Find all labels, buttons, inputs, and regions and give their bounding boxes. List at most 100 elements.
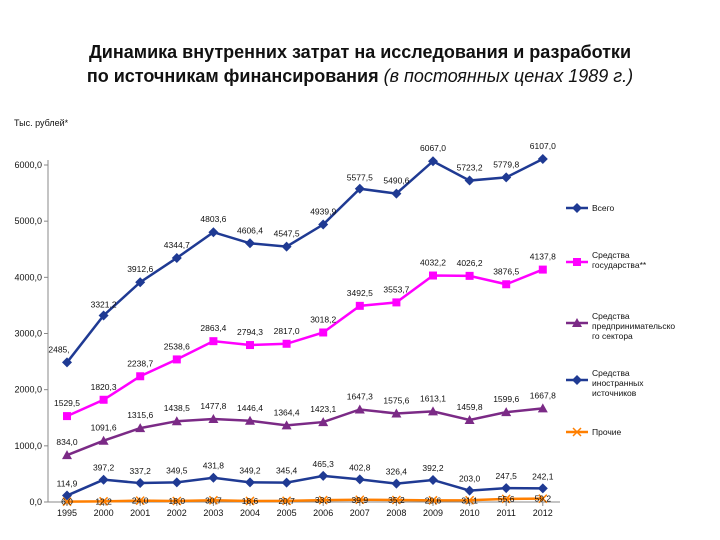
data-point bbox=[318, 417, 329, 427]
legend-label: Средства bbox=[592, 368, 630, 378]
data-point bbox=[208, 413, 219, 423]
data-point bbox=[172, 496, 182, 506]
data-label: 114,9 bbox=[57, 479, 78, 489]
data-point bbox=[281, 420, 292, 430]
x-tick-label: 2005 bbox=[277, 508, 297, 518]
data-point bbox=[464, 415, 475, 425]
data-label: 337,2 bbox=[130, 466, 152, 476]
data-label: 3912,6 bbox=[127, 264, 153, 274]
data-point bbox=[171, 477, 182, 488]
legend-swatch-marker bbox=[572, 203, 582, 213]
x-tick-label: 2004 bbox=[240, 508, 260, 518]
data-label: 345,4 bbox=[276, 466, 298, 476]
data-point bbox=[354, 404, 365, 414]
data-label: 1438,5 bbox=[164, 403, 190, 413]
data-label: 1091,6 bbox=[91, 423, 117, 433]
data-point bbox=[245, 238, 255, 249]
data-point bbox=[391, 408, 402, 418]
data-point bbox=[392, 298, 401, 307]
data-point bbox=[501, 407, 512, 417]
data-label: 2485, bbox=[48, 344, 69, 354]
data-point bbox=[98, 474, 109, 485]
legend-label: Прочие bbox=[592, 427, 622, 437]
data-label: 1459,8 bbox=[457, 402, 483, 412]
legend-swatch-marker bbox=[572, 375, 582, 385]
data-label: 3876,5 bbox=[493, 266, 519, 276]
data-point bbox=[281, 241, 292, 252]
y-tick-label: 5000,0 bbox=[14, 216, 42, 226]
data-label: 1315,6 bbox=[127, 410, 153, 420]
data-point bbox=[245, 415, 255, 425]
x-tick-label: 2007 bbox=[350, 508, 370, 518]
data-point bbox=[282, 496, 292, 506]
x-tick-label: 2000 bbox=[94, 508, 114, 518]
data-point bbox=[282, 339, 291, 348]
y-axis-label: Тыс. рублей* bbox=[14, 118, 69, 128]
data-point bbox=[171, 252, 182, 263]
data-point bbox=[428, 406, 438, 416]
data-point bbox=[428, 495, 438, 505]
data-label: 1446,4 bbox=[237, 403, 263, 413]
title-line-2: по источникам финансирования (в постоянн… bbox=[0, 64, 720, 88]
data-label: 1364,4 bbox=[274, 407, 300, 417]
data-label: 4032,2 bbox=[420, 258, 446, 268]
y-tick-label: 0,0 bbox=[29, 497, 42, 507]
legend-swatch-marker bbox=[572, 318, 582, 327]
data-label: 242,1 bbox=[532, 471, 554, 481]
data-point bbox=[135, 423, 146, 433]
x-tick-label: 2009 bbox=[423, 508, 443, 518]
data-point bbox=[209, 337, 218, 346]
chart-title: Динамика внутренних затрат на исследован… bbox=[0, 40, 720, 88]
data-label: 465,3 bbox=[313, 459, 335, 469]
data-label: 12,2 bbox=[95, 496, 112, 506]
data-label: 4137,8 bbox=[530, 252, 556, 262]
data-point bbox=[464, 175, 475, 186]
data-point bbox=[465, 495, 475, 505]
data-label: 6,0 bbox=[61, 497, 73, 507]
y-tick-label: 6000,0 bbox=[14, 160, 42, 170]
data-label: 2863,4 bbox=[200, 323, 226, 333]
data-point bbox=[391, 478, 402, 489]
data-label: 4606,4 bbox=[237, 225, 263, 235]
data-point bbox=[62, 357, 72, 368]
legend-swatch-marker bbox=[573, 258, 581, 266]
data-label: 59,2 bbox=[535, 494, 552, 504]
legend-label: Средства bbox=[592, 311, 630, 321]
y-tick-label: 1000,0 bbox=[14, 441, 42, 451]
data-point bbox=[537, 153, 548, 164]
x-tick-label: 2012 bbox=[533, 508, 553, 518]
data-point bbox=[281, 477, 292, 488]
data-label: 6107,0 bbox=[530, 141, 556, 151]
data-label: 431,8 bbox=[203, 461, 225, 471]
data-point bbox=[62, 450, 72, 460]
data-label: 3018,2 bbox=[310, 314, 336, 324]
data-point bbox=[245, 477, 255, 488]
data-label: 397,2 bbox=[93, 463, 115, 473]
data-point bbox=[354, 183, 365, 194]
data-label: 326,4 bbox=[386, 467, 408, 477]
data-label: 5723,2 bbox=[457, 163, 483, 173]
data-label: 4026,2 bbox=[457, 258, 483, 268]
title-line-2-main: по источникам финансирования bbox=[86, 66, 379, 86]
legend-label: государства** bbox=[592, 260, 647, 270]
data-point bbox=[135, 496, 145, 506]
data-label: 1477,8 bbox=[200, 401, 226, 411]
series-line bbox=[66, 474, 543, 497]
data-point bbox=[429, 271, 437, 280]
data-point bbox=[246, 341, 254, 350]
data-label: 30,7 bbox=[205, 495, 222, 505]
data-point bbox=[62, 497, 72, 507]
data-point bbox=[501, 494, 511, 504]
data-label: 24,0 bbox=[132, 496, 149, 506]
data-label: 18,0 bbox=[169, 496, 186, 506]
data-label: 55,6 bbox=[498, 494, 515, 504]
data-label: 247,5 bbox=[496, 471, 518, 481]
data-point bbox=[318, 495, 328, 505]
data-label: 1575,6 bbox=[383, 396, 409, 406]
legend-label: Средства bbox=[592, 250, 630, 260]
data-label: 1529,5 bbox=[54, 398, 80, 408]
data-point bbox=[391, 188, 402, 199]
x-tick-label: 2011 bbox=[497, 508, 516, 518]
data-label: 203,0 bbox=[459, 474, 481, 484]
data-label: 3492,5 bbox=[347, 288, 373, 298]
